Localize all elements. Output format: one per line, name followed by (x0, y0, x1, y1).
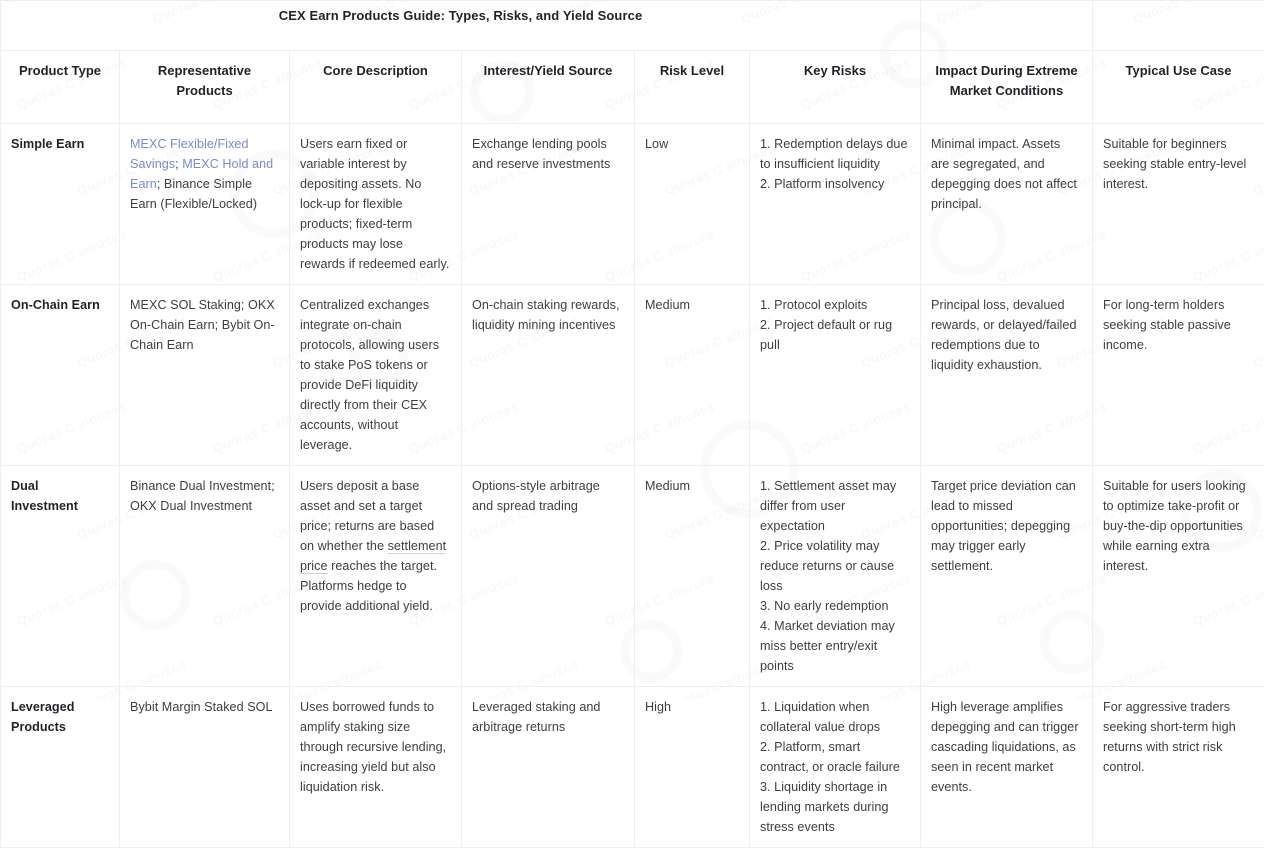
cell-core-description: Users earn fixed or variable interest by… (290, 124, 462, 285)
cell-product-type: Leveraged Products (1, 687, 120, 848)
cell-risk-level: Low (635, 124, 750, 285)
cell-typical-use-case: For aggressive traders seeking short-ter… (1093, 687, 1264, 848)
cell-yield-source: Leveraged staking and arbitrage returns (462, 687, 635, 848)
cell-typical-use-case: For long-term holders seeking stable pas… (1093, 285, 1264, 466)
cell-extreme-impact: High leverage amplifies depegging and ca… (921, 687, 1093, 848)
column-header-key-risks: Key Risks (750, 51, 921, 124)
cell-representative-products: MEXC Flexible/Fixed Savings; MEXC Hold a… (120, 124, 290, 285)
cell-risk-level: Medium (635, 285, 750, 466)
table-title-spacer-2 (1093, 1, 1264, 51)
cell-yield-source: Options-style arbitrage and spread tradi… (462, 466, 635, 687)
cell-product-type: Dual Investment (1, 466, 120, 687)
key-risk-item: 1. Protocol exploits (760, 295, 910, 315)
cell-representative-products: Bybit Margin Staked SOL (120, 687, 290, 848)
column-header-typical-use-case: Typical Use Case (1093, 51, 1264, 124)
cell-representative-products: Binance Dual Investment; OKX Dual Invest… (120, 466, 290, 687)
key-risk-item: 1. Liquidation when collateral value dro… (760, 697, 910, 737)
key-risk-item: 1. Settlement asset may differ from user… (760, 476, 910, 536)
key-risk-item: 2. Project default or rug pull (760, 315, 910, 355)
cell-core-description: Uses borrowed funds to amplify staking s… (290, 687, 462, 848)
cell-risk-level: High (635, 687, 750, 848)
table-row: On-Chain Earn MEXC SOL Staking; OKX On-C… (1, 285, 1264, 466)
highlighted-term: settlement price (300, 539, 446, 574)
cell-representative-products: MEXC SOL Staking; OKX On-Chain Earn; Byb… (120, 285, 290, 466)
table-title-row: CEX Earn Products Guide: Types, Risks, a… (1, 1, 1264, 51)
cell-key-risks: 1. Redemption delays due to insufficient… (750, 124, 921, 285)
cell-yield-source: On-chain staking rewards, liquidity mini… (462, 285, 635, 466)
table-header-row: Product Type Representative Products Cor… (1, 51, 1264, 124)
cell-key-risks: 1. Liquidation when collateral value dro… (750, 687, 921, 848)
column-header-product-type: Product Type (1, 51, 120, 124)
cell-yield-source: Exchange lending pools and reserve inves… (462, 124, 635, 285)
column-header-yield-source: Interest/Yield Source (462, 51, 635, 124)
table-row: Dual Investment Binance Dual Investment;… (1, 466, 1264, 687)
cell-extreme-impact: Principal loss, devalued rewards, or del… (921, 285, 1093, 466)
table-row: Simple Earn MEXC Flexible/Fixed Savings;… (1, 124, 1264, 285)
cell-typical-use-case: Suitable for users looking to optimize t… (1093, 466, 1264, 687)
key-risk-item: 4. Market deviation may miss better entr… (760, 616, 910, 676)
cell-core-description: Users deposit a base asset and set a tar… (290, 466, 462, 687)
cell-risk-level: Medium (635, 466, 750, 687)
table-title-spacer-1 (921, 1, 1093, 51)
table-title: CEX Earn Products Guide: Types, Risks, a… (1, 1, 921, 51)
table-row: Leveraged Products Bybit Margin Staked S… (1, 687, 1264, 848)
column-header-core-description: Core Description (290, 51, 462, 124)
cell-extreme-impact: Minimal impact. Assets are segregated, a… (921, 124, 1093, 285)
key-risk-item: 3. Liquidity shortage in lending markets… (760, 777, 910, 837)
key-risk-item: 3. No early redemption (760, 596, 910, 616)
key-risk-item: 2. Price volatility may reduce returns o… (760, 536, 910, 596)
column-header-risk-level: Risk Level (635, 51, 750, 124)
key-risk-item: 2. Platform insolvency (760, 174, 910, 194)
cell-product-type: On-Chain Earn (1, 285, 120, 466)
cell-extreme-impact: Target price deviation can lead to misse… (921, 466, 1093, 687)
column-header-representative-products: Representative Products (120, 51, 290, 124)
key-risk-item: 2. Platform, smart contract, or oracle f… (760, 737, 910, 777)
cell-core-description: Centralized exchanges integrate on-chain… (290, 285, 462, 466)
cell-product-type: Simple Earn (1, 124, 120, 285)
column-header-extreme-impact: Impact During Extreme Market Conditions (921, 51, 1093, 124)
cell-typical-use-case: Suitable for beginners seeking stable en… (1093, 124, 1264, 285)
key-risk-item: 1. Redemption delays due to insufficient… (760, 134, 910, 174)
cell-key-risks: 1. Settlement asset may differ from user… (750, 466, 921, 687)
